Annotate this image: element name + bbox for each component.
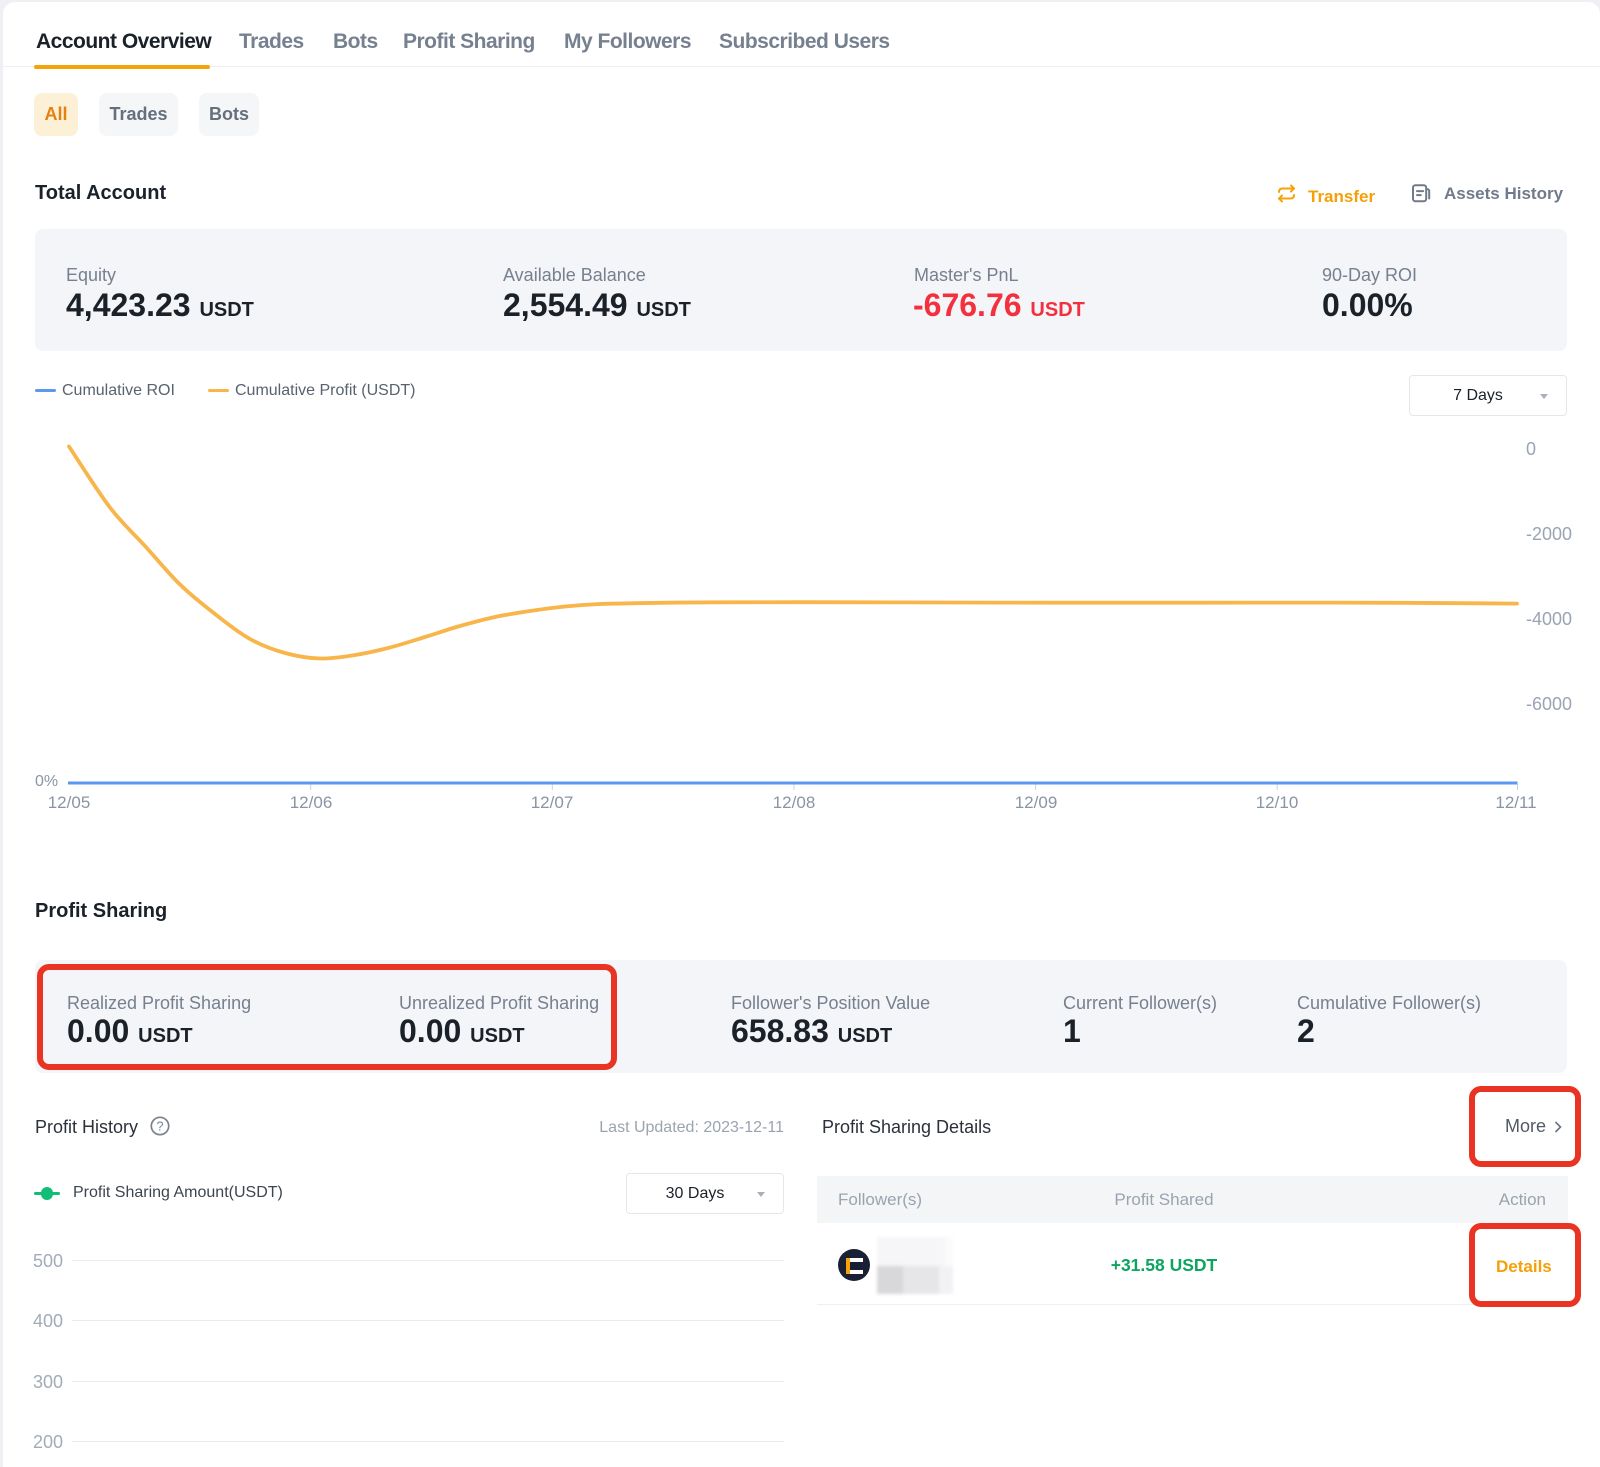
svg-text:?: ? — [157, 1120, 164, 1134]
